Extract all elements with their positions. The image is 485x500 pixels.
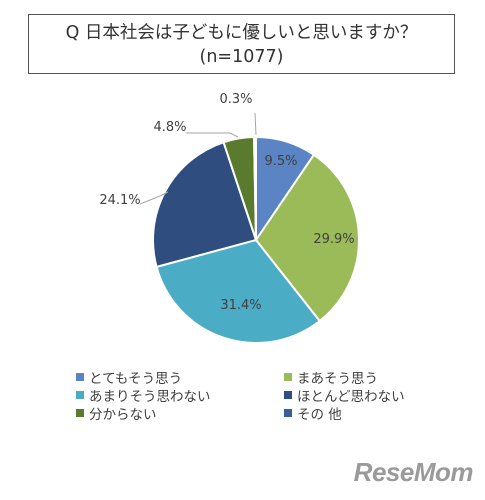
legend-label: まあそう思う <box>297 371 378 387</box>
leader-line-4 <box>139 191 169 205</box>
chart-title-box: Q 日本社会は子どもに優しいと思いますか？ (n=1077) <box>28 14 455 74</box>
data-labels: 9.5% 29.9% 31.4% 24.1% 4.8% 0.3% <box>99 92 354 313</box>
legend-label: あまりそう思わない <box>89 389 211 405</box>
chart-title: Q 日本社会は子どもに優しいと思いますか？ <box>65 23 418 43</box>
legend-swatch <box>284 409 292 417</box>
data-label-6: 0.3% <box>219 92 252 107</box>
leader-lines <box>139 112 257 205</box>
pie-slice-4 <box>152 140 258 269</box>
legend-item-5: 分からない <box>76 403 157 423</box>
legend-item-3: あまりそう思わない <box>76 385 211 405</box>
legend-label: 分からない <box>89 407 157 423</box>
watermark-logo: ReseMom <box>353 457 474 487</box>
pie-slice-3 <box>155 238 322 344</box>
legend-label: その 他 <box>297 407 342 423</box>
legend-label: とてもそう思う <box>89 371 183 387</box>
data-label-5: 4.8% <box>153 120 186 135</box>
data-label-1: 9.5% <box>264 154 297 169</box>
data-label-2: 29.9% <box>313 232 354 247</box>
legend-label: ほとんど思わない <box>297 389 405 405</box>
data-label-3: 31.4% <box>220 298 261 313</box>
legend-item-6: その 他 <box>284 403 342 423</box>
legend-swatch <box>76 373 84 381</box>
legend-item-2: まあそう思う <box>284 367 378 387</box>
legend-item-4: ほとんど思わない <box>284 385 405 405</box>
leader-line-5 <box>186 132 239 138</box>
pie-slices <box>152 135 360 344</box>
legend-swatch <box>284 391 292 399</box>
chart-subtitle: (n=1077) <box>199 47 284 67</box>
legend-swatch <box>76 391 84 399</box>
legend-swatch <box>76 409 84 417</box>
legend-item-1: とてもそう思う <box>76 367 182 387</box>
data-label-4: 24.1% <box>99 193 140 208</box>
pie-slice-6 <box>253 135 257 241</box>
leader-line-6 <box>254 112 257 136</box>
pie-slice-2 <box>254 153 360 323</box>
legend-swatch <box>284 373 292 381</box>
